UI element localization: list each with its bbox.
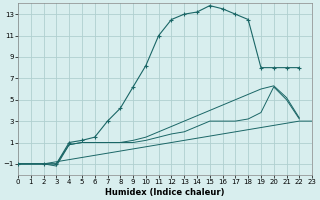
X-axis label: Humidex (Indice chaleur): Humidex (Indice chaleur) (105, 188, 225, 197)
